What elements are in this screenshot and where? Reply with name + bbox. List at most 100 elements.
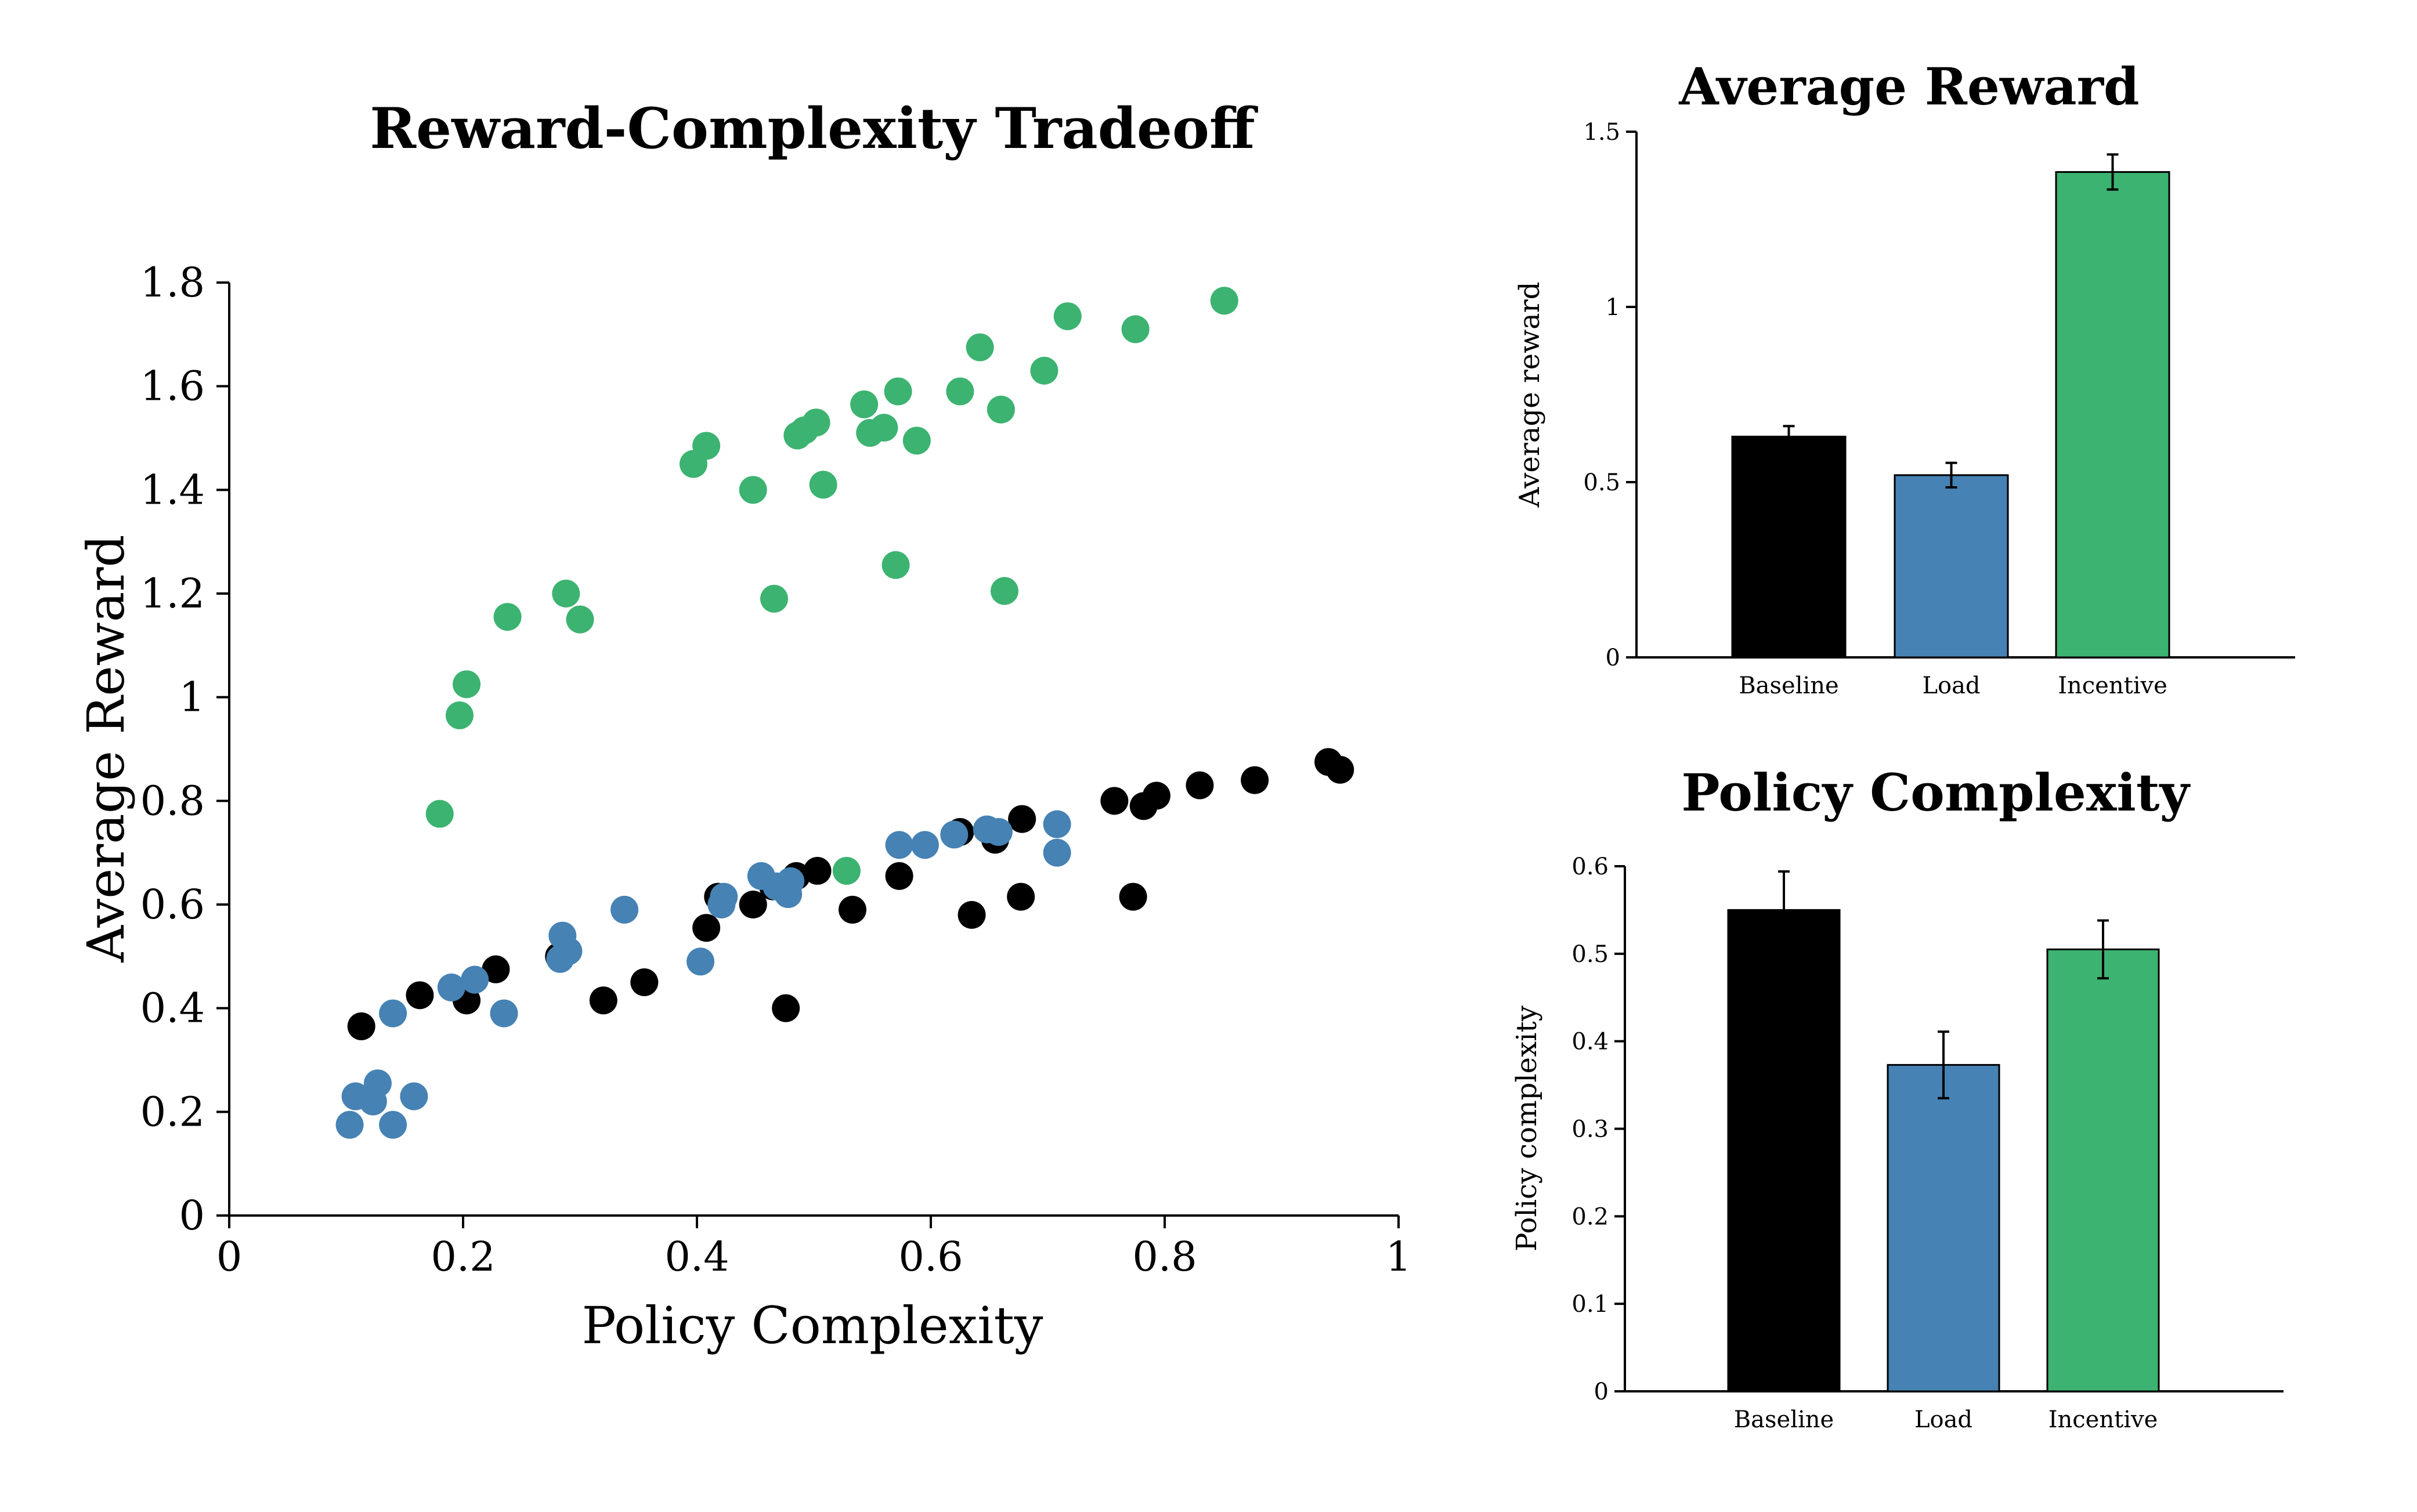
scatter-point-baseline <box>803 856 832 885</box>
scatter-point-incentive <box>566 605 594 634</box>
scatter-point-incentive <box>692 432 721 460</box>
scatter-point-incentive <box>453 670 481 699</box>
scatter-point-baseline <box>1007 882 1035 911</box>
scatter-point-load <box>885 831 913 859</box>
scatter-point-load <box>335 1111 364 1139</box>
reward-bars: Baseline Load Incentive <box>1731 153 2170 699</box>
scatter-point-incentive <box>870 414 898 442</box>
scatter-point-load <box>984 818 1013 846</box>
reward-y-tick-label: 1 <box>1606 294 1620 321</box>
scatter-point-baseline <box>1119 882 1147 911</box>
scatter-point-incentive <box>760 584 788 613</box>
reward-bar-panel: Average Reward 0 0.5 1 1.5 Baseline Load Ince… <box>1513 56 2295 699</box>
scatter-point-incentive <box>990 577 1018 605</box>
scatter-x-tick-label: 0.2 <box>431 1233 495 1281</box>
scatter-point-load <box>710 882 738 911</box>
reward-bar-title: Average Reward <box>1678 56 2139 117</box>
complexity-y-tick-label: 0.5 <box>1571 941 1609 968</box>
scatter-point-incentive <box>884 377 912 406</box>
scatter-y-tick-label: 0.4 <box>140 985 205 1032</box>
scatter-point-incentive <box>425 800 454 828</box>
scatter-point-incentive <box>802 408 830 437</box>
scatter-y-tick-label: 1.4 <box>140 466 205 513</box>
scatter-y-tick-label: 1.6 <box>140 363 205 410</box>
scatter-point-incentive <box>739 476 767 504</box>
scatter-point-baseline <box>589 986 617 1015</box>
complexity-bar-incentive <box>2046 948 2160 1392</box>
complexity-y-tick-label: 0 <box>1594 1379 1609 1405</box>
scatter-x-label: Policy Complexity <box>581 1296 1043 1355</box>
scatter-x-tick-label: 0 <box>216 1233 243 1281</box>
scatter-point-load <box>379 1111 407 1139</box>
scatter-point-baseline <box>692 914 721 942</box>
scatter-point-baseline <box>482 955 510 983</box>
scatter-point-load <box>461 965 489 994</box>
reward-bar-incentive <box>2055 171 2170 659</box>
scatter-y-tick-label: 0.2 <box>140 1088 205 1135</box>
reward-category-label: Incentive <box>2058 672 2167 699</box>
scatter-x-tick-label: 0.8 <box>1132 1233 1197 1281</box>
scatter-point-baseline <box>958 900 986 929</box>
complexity-y-tick-label: 0.4 <box>1571 1029 1609 1055</box>
reward-bar-ticks: 0 0.5 1 1.5 <box>1583 119 1636 671</box>
complexity-bar-y-label: Policy complexity <box>1511 1005 1543 1251</box>
scatter-point-baseline <box>838 895 866 924</box>
scatter-x-tick-label: 0.4 <box>664 1233 729 1281</box>
scatter-y-tick-label: 1.2 <box>140 570 205 617</box>
scatter-panel: Reward-Complexity Tradeoff 0 0.2 0.4 0.6 0.8… <box>76 96 1411 1355</box>
scatter-point-incentive <box>832 856 861 885</box>
scatter-point-incentive <box>987 395 1015 424</box>
complexity-bars: Baseline Load Incentive <box>1727 870 2160 1433</box>
scatter-points <box>335 287 1354 1139</box>
reward-y-tick-label: 1.5 <box>1583 119 1620 146</box>
scatter-point-baseline <box>739 891 767 918</box>
scatter-point-baseline <box>885 862 913 890</box>
scatter-point-incentive <box>881 551 910 579</box>
scatter-point-incentive <box>966 333 994 361</box>
scatter-point-load <box>379 999 407 1028</box>
scatter-point-baseline <box>406 981 434 1010</box>
scatter-point-load <box>776 867 805 895</box>
scatter-point-baseline <box>347 1012 375 1040</box>
scatter-point-baseline <box>1100 787 1129 815</box>
scatter-point-incentive <box>1053 302 1082 331</box>
scatter-point-load <box>437 973 465 1001</box>
scatter-y-tick-label: 0.8 <box>140 777 205 824</box>
scatter-point-incentive <box>445 701 474 729</box>
scatter-point-load <box>554 937 583 965</box>
complexity-y-tick-label: 0.1 <box>1571 1291 1609 1318</box>
scatter-point-incentive <box>1210 287 1238 315</box>
scatter-point-baseline <box>1186 771 1214 800</box>
complexity-y-tick-label: 0.3 <box>1571 1116 1609 1143</box>
reward-bar-y-label: Average reward <box>1513 282 1546 508</box>
scatter-x-tick-label: 1 <box>1386 1233 1412 1281</box>
complexity-bar-panel: Policy Complexity 0 0.1 0.2 0.3 0.4 0.5 0.6 Ba… <box>1511 762 2284 1433</box>
scatter-point-load <box>1043 810 1071 838</box>
scatter-point-baseline <box>630 968 659 996</box>
scatter-point-load <box>490 999 518 1028</box>
scatter-point-incentive <box>946 377 974 406</box>
scatter-point-incentive <box>902 426 931 455</box>
scatter-point-load <box>940 820 969 849</box>
reward-y-tick-label: 0 <box>1606 645 1620 671</box>
scatter-point-load <box>687 947 715 976</box>
scatter-point-incentive <box>850 390 879 418</box>
scatter-point-load <box>911 831 939 859</box>
scatter-title: Reward-Complexity Tradeoff <box>370 96 1258 161</box>
reward-category-label: Load <box>1922 672 1980 699</box>
scatter-point-load <box>610 895 639 924</box>
scatter-point-baseline <box>772 994 800 1022</box>
scatter-point-incentive <box>1121 315 1150 343</box>
complexity-y-tick-label: 0.2 <box>1571 1203 1609 1230</box>
scatter-y-tick-label: 0.6 <box>140 881 205 928</box>
scatter-point-incentive <box>493 603 522 631</box>
scatter-y-label: Average Reward <box>76 534 136 963</box>
scatter-point-load <box>363 1069 392 1098</box>
scatter-point-load <box>1043 838 1071 867</box>
complexity-category-label: Incentive <box>2049 1406 2158 1433</box>
complexity-bar-load <box>1887 1064 2000 1392</box>
scatter-point-baseline <box>1326 755 1354 784</box>
scatter-point-incentive <box>1030 356 1058 385</box>
complexity-bar-ticks: 0 0.1 0.2 0.3 0.4 0.5 0.6 <box>1571 853 1625 1405</box>
